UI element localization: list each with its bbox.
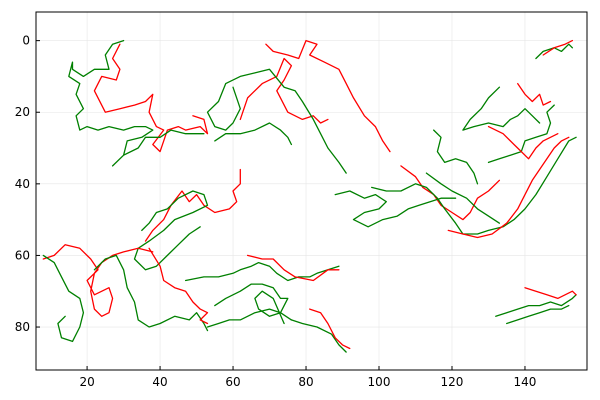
y-tick-label: 0: [22, 34, 30, 48]
series-line: [93, 43, 209, 153]
series-line: [133, 190, 209, 271]
y-tick-label: 40: [15, 177, 30, 191]
series-line: [334, 190, 457, 228]
x-tick-label: 80: [298, 375, 313, 389]
series-line: [184, 261, 340, 282]
series-line: [206, 308, 293, 328]
y-tick-label: 60: [15, 248, 30, 262]
series-line: [524, 287, 577, 300]
x-tick-label: 140: [514, 375, 537, 389]
series-line: [309, 308, 351, 350]
series-line: [495, 294, 577, 317]
series-line: [487, 104, 555, 164]
series-line: [246, 254, 340, 282]
series-line: [214, 122, 293, 146]
series-line: [487, 125, 559, 160]
series-line: [42, 254, 85, 343]
series-line: [206, 68, 347, 174]
series-line: [433, 129, 479, 185]
x-tick-label: 120: [441, 375, 464, 389]
series-line: [239, 57, 329, 124]
series-line: [68, 39, 205, 167]
series-line: [371, 136, 577, 235]
grid-lines: [36, 12, 587, 370]
series-line: [517, 82, 552, 106]
y-tick-label: 80: [15, 320, 30, 334]
axis-ticks: 20 40 60 80 100 120 140 0 20 40 60 80: [15, 34, 537, 389]
series-line: [144, 168, 241, 242]
series-line: [506, 304, 570, 325]
series-line: [542, 39, 574, 56]
x-tick-label: 60: [225, 375, 240, 389]
series-line: [535, 43, 574, 60]
x-tick-label: 100: [368, 375, 391, 389]
series-line: [148, 247, 209, 325]
series-line: [400, 165, 501, 221]
series-line: [425, 172, 501, 224]
plot-series: [42, 39, 577, 353]
plot-frame: [35, 11, 588, 371]
x-tick-label: 20: [79, 375, 94, 389]
x-tick-label: 40: [152, 375, 167, 389]
series-line: [214, 283, 289, 325]
y-tick-label: 20: [15, 105, 30, 119]
series-line: [265, 39, 391, 153]
series-line: [447, 136, 570, 239]
series-line: [93, 254, 209, 332]
series-line: [462, 86, 541, 131]
series-line: [290, 319, 347, 353]
